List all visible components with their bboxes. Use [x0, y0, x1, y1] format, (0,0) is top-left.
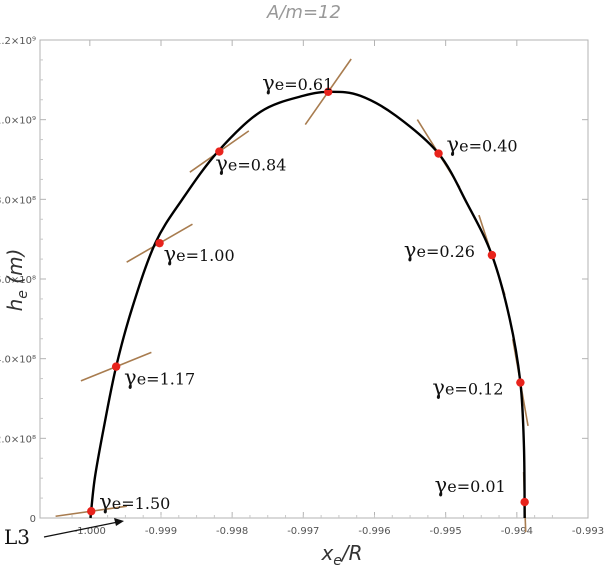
x-tick-label: -0.998 [216, 526, 248, 537]
data-point [487, 250, 497, 260]
y-tick-label: 4.0×10⁸ [0, 355, 36, 366]
x-axis-label: xe/R [320, 541, 362, 569]
x-tick-label: -0.993 [572, 526, 604, 537]
y-tick-label: 1.2×10⁹ [0, 36, 36, 47]
x-tick-label: -0.999 [145, 526, 177, 537]
gamma-label: γe=1.17 [124, 366, 195, 390]
y-axis-label: he (m) [3, 249, 31, 312]
gamma-label: γe=0.84 [215, 152, 286, 176]
chart-title: A/m=12 [266, 2, 341, 23]
x-tick-label: -0.994 [501, 526, 533, 537]
gamma-label: γe=0.01 [435, 473, 506, 497]
data-points [87, 87, 529, 516]
x-tick-label: -0.996 [358, 526, 390, 537]
data-point [111, 362, 121, 371]
gamma-label: γe=0.40 [447, 133, 518, 157]
y-tick-label: 8.0×10⁸ [0, 195, 36, 206]
data-point [215, 147, 224, 156]
l3-arrow [43, 521, 119, 538]
gamma-label: γe=0.61 [262, 71, 333, 95]
gamma-label: γe=1.00 [164, 242, 235, 266]
gamma-label: γe=1.50 [99, 490, 170, 514]
data-point [520, 497, 529, 507]
x-tick-label: -0.995 [430, 526, 462, 537]
gamma-annotations: γe=1.50 γe=1.17 γe=1.00 γe=0.84 γe=0.61 γe=0.… [99, 71, 517, 514]
l3-arrowhead [114, 518, 124, 526]
l3-label: L3 [4, 525, 30, 549]
data-point [155, 238, 164, 248]
y-tick-label: 1.0×10⁹ [0, 116, 36, 127]
trajectory-curve [89, 90, 526, 519]
gamma-label: γe=0.12 [432, 376, 503, 400]
x-tick-label: -0.997 [287, 526, 319, 537]
data-point [87, 507, 96, 516]
gamma-label: γe=0.26 [404, 238, 475, 262]
data-point [434, 149, 443, 158]
y-tick-label: 6.0×10⁸ [0, 275, 36, 286]
y-tick-label: 2.0×10⁸ [0, 434, 36, 445]
y-tick-label: 0 [30, 514, 36, 525]
data-point [516, 378, 525, 387]
x-tick-label: -1.000 [74, 526, 106, 537]
data-point [324, 87, 333, 96]
axis-ticks: -1.000 -0.999 -0.998 -0.997 -0.996 -0.995 -0.9… [0, 36, 604, 537]
tangent-lines [55, 58, 529, 533]
